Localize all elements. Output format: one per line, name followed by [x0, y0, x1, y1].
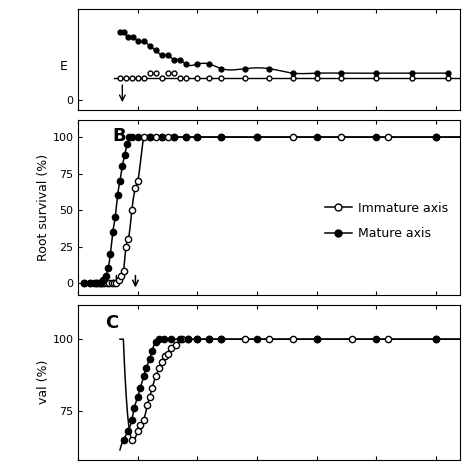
Y-axis label: Root survival (%): Root survival (%) — [36, 154, 50, 261]
Y-axis label: val (%): val (%) — [36, 360, 50, 404]
Text: C: C — [105, 314, 118, 332]
Y-axis label: E: E — [60, 60, 67, 73]
Text: B: B — [112, 127, 126, 145]
Legend: Immature axis, Mature axis: Immature axis, Mature axis — [319, 197, 454, 246]
